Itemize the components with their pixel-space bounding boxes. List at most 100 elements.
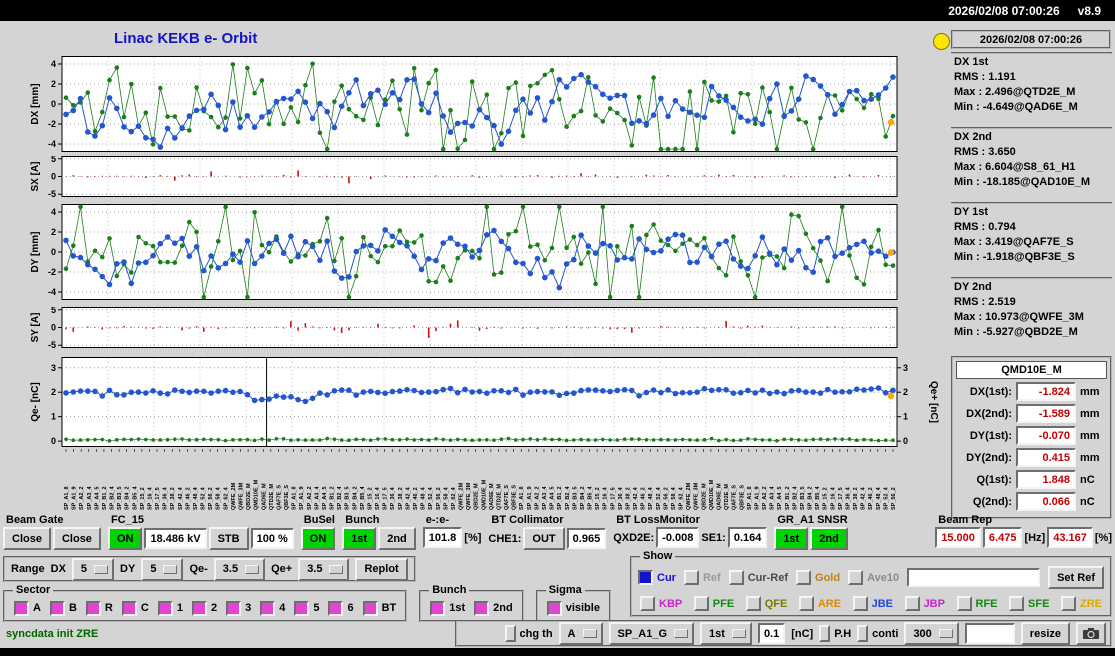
gr-snsr-1st-button[interactable]: 1st [774,527,809,550]
show-zre-checkbox[interactable]: ZRE [1060,596,1102,611]
svg-text:QBD2E_M: QBD2E_M [246,483,252,510]
snapshot-button[interactable] [1076,622,1106,645]
bpm-xaxis-labels: SP_A1_8 SP_A1_9 SP_A2_2 SP_A3_4 SP_A4_5 SP_B1… [28,449,948,514]
fc15-on-button[interactable]: ON [107,527,143,550]
svg-text:SP_36_4: SP_36_4 [618,486,624,510]
ph-checkbox[interactable]: P.H [819,625,851,642]
checkbox-icon [191,600,207,616]
bunch-select-group: Bunch 1st 2nd [419,584,524,622]
svg-text:QWFE_2M: QWFE_2M [231,482,237,510]
range-qem-dropdown[interactable]: 3.5 [213,557,266,581]
beam-gate-group: Beam Gate Close Close [3,514,101,550]
sector-select-dropdown[interactable]: A [558,622,603,645]
checkbox-icon [745,596,761,611]
svg-text:QWFE_2M: QWFE_2M [686,482,692,510]
ee-ratio-group: e-:e- 101.8 [%] [422,514,481,548]
che1-out-button[interactable]: OUT [523,527,565,550]
busel-label: BuSel [303,514,335,526]
range-dy-dropdown[interactable]: 5 [141,557,184,581]
chg-th-checkbox[interactable]: chg th [504,625,553,642]
show-jbe-checkbox[interactable]: JBE [852,596,893,611]
svg-text:SP_52_4: SP_52_4 [428,486,434,510]
sector-4-checkbox[interactable]: 4 [260,600,285,616]
svg-text:SP_A1_9: SP_A1_9 [299,486,305,510]
sector-6-checkbox[interactable]: 6 [328,600,354,616]
range-dx-dropdown[interactable]: 5 [71,557,115,581]
ref-name-input[interactable] [907,568,1041,587]
show-sfe-checkbox[interactable]: SFE [1009,596,1049,611]
monitor-select-dropdown[interactable]: SP_A1_G [608,622,695,645]
control-row-3: Sector A B R C 1 2 3 4 5 6 BT Bunch 1st … [3,584,611,622]
svg-text:SP_58_4: SP_58_4 [671,486,677,510]
qmd-row-value: 0.066 [1016,492,1076,511]
show-cur-ref-checkbox[interactable]: Cur-Ref [728,570,788,585]
sector-5-checkbox[interactable]: 5 [294,600,319,616]
svg-text:SP_15_2: SP_15_2 [367,487,373,510]
svg-text:SP_B4_2: SP_B4_2 [808,486,814,510]
threshold-input[interactable]: 0.1 [757,623,786,644]
page-title: Linac KEKB e- Orbit [114,30,258,47]
beam-gate-close-button-1[interactable]: Close [3,527,51,550]
checkbox-icon [121,600,137,616]
bunch-2nd-checkbox[interactable]: 2nd [474,600,513,616]
sector-3-checkbox[interactable]: 3 [226,600,251,616]
svg-text:SP_A3_4: SP_A3_4 [87,486,93,510]
bunch-2nd-button[interactable]: 2nd [378,527,416,550]
show-qfe-checkbox[interactable]: QFE [745,596,787,611]
svg-text:SP_16_4: SP_16_4 [830,486,836,510]
svg-text:SX [A]: SX [A] [30,162,41,192]
show-pfe-checkbox[interactable]: PFE [693,596,734,611]
set-ref-button[interactable]: Set Ref [1048,566,1104,589]
svg-text:0: 0 [51,99,56,109]
sector-r-checkbox[interactable]: R [85,600,113,616]
show-label: Show [640,550,676,562]
checkbox-icon [157,600,173,616]
qmd-row-label: DY(1st): [969,429,1012,442]
show-rfe-checkbox[interactable]: RFE [956,596,998,611]
sector-b-checkbox[interactable]: B [49,600,77,616]
sector-a-checkbox[interactable]: A [14,600,41,616]
status-message: syncdata init ZRE [6,628,99,640]
show-ave10-checkbox[interactable]: Ave10 [848,570,899,585]
checkbox-icon [904,596,920,611]
stat-group-dy2: DY 2nd RMS : 2.519 Max : 10.973@QWFE_3M … [951,277,1112,343]
replot-button[interactable]: Replot [355,557,408,581]
show-jbp-checkbox[interactable]: JBP [904,596,945,611]
busel-on-button[interactable]: ON [300,527,336,550]
interval-dropdown[interactable]: 300 [904,622,959,645]
sector-bt-checkbox[interactable]: BT [362,600,396,616]
svg-text:Qe+ [nC]: Qe+ [nC] [928,381,939,423]
sector-1-checkbox[interactable]: 1 [157,600,183,616]
conti-checkbox[interactable]: conti [857,625,898,642]
sigma-visible-checkbox[interactable]: visible [546,600,600,616]
resize-button[interactable]: resize [1020,622,1070,645]
svg-text:SP_52_4: SP_52_4 [201,486,207,510]
svg-text:SP_A1_8: SP_A1_8 [519,486,525,510]
svg-text:0: 0 [51,323,56,333]
ee-ratio-value: 101.8 [422,527,463,548]
svg-text:SP_56_2: SP_56_2 [208,487,214,510]
svg-text:SP_46_2: SP_46_2 [185,487,191,510]
svg-text:QBF3E_S: QBF3E_S [284,485,290,510]
show-gold-checkbox[interactable]: Gold [796,570,840,585]
show-kbp-checkbox[interactable]: KBP [640,596,682,611]
range-label: Range [11,563,45,575]
range-dx-value: 5 [80,563,88,575]
count-input[interactable] [964,623,1015,644]
beam-gate-close-button-2[interactable]: Close [52,527,101,550]
show-cur-checkbox[interactable]: Cur [638,570,676,585]
gr-snsr-2nd-button[interactable]: 2nd [810,527,848,550]
stat-min: Min : -18.185@QAD10E_M [954,176,1091,188]
range-qep-dropdown[interactable]: 3.5 [298,557,350,581]
bunch-select-dropdown[interactable]: 1st [700,622,752,645]
bunch-1st-checkbox[interactable]: 1st [430,600,465,616]
svg-text:SP_B2_4: SP_B2_4 [110,486,116,510]
show-are-checkbox[interactable]: ARE [798,596,841,611]
sector-2-checkbox[interactable]: 2 [191,600,217,616]
checkbox-icon [956,596,972,611]
dropdown-indicator-icon [245,564,260,574]
fc15-stb-button[interactable]: STB [208,527,249,550]
show-ref-checkbox[interactable]: Ref [683,570,721,585]
bunch-1st-button[interactable]: 1st [342,527,377,550]
sector-c-checkbox[interactable]: C [121,600,149,616]
